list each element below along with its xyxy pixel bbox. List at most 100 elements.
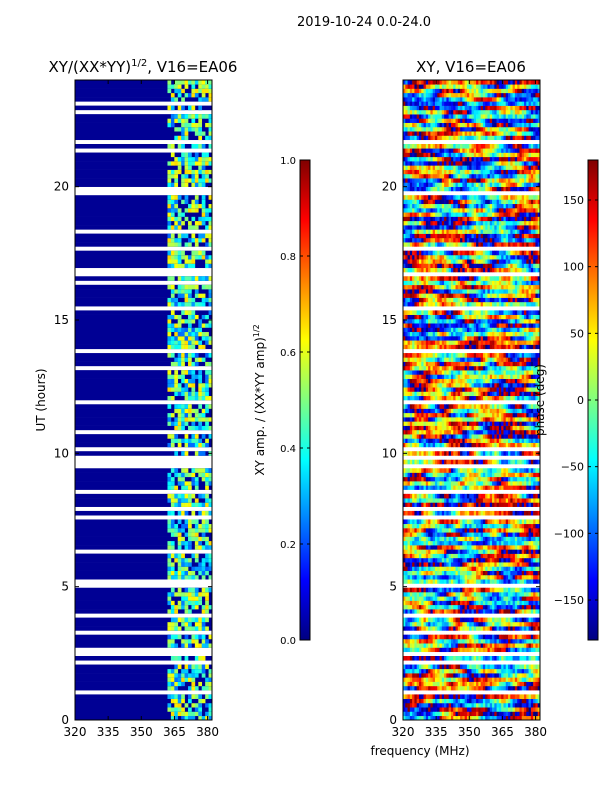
amplitude-cell	[177, 634, 182, 640]
phase-cell	[446, 536, 449, 542]
phase-cell	[517, 702, 520, 708]
phase-cell	[533, 604, 536, 610]
amplitude-cell	[170, 297, 175, 303]
phase-cell	[412, 600, 415, 606]
phase-cell	[446, 472, 449, 478]
phase-cell	[496, 574, 500, 580]
phase-cell	[478, 412, 481, 418]
phase-cell	[485, 570, 488, 576]
phase-cell	[521, 408, 525, 414]
phase-cell	[530, 596, 534, 601]
phase-cell	[455, 570, 459, 576]
phase-cell	[416, 429, 420, 435]
amplitude-cell	[177, 574, 182, 580]
phase-cell	[421, 408, 424, 414]
amplitude-cell	[174, 118, 179, 123]
amplitude-cell	[177, 216, 182, 222]
phase-cell	[414, 617, 417, 623]
phase-cell	[510, 664, 513, 670]
amplitude-cell	[184, 301, 189, 307]
phase-cell	[521, 707, 525, 712]
phase-cell	[460, 429, 463, 435]
phase-cell	[412, 502, 415, 507]
phase-cell	[501, 604, 504, 610]
x-tick-label: 365	[163, 725, 186, 739]
phase-cell	[478, 481, 481, 486]
phase-cell	[530, 600, 534, 606]
amplitude-cell	[198, 468, 203, 473]
phase-cell	[407, 476, 411, 482]
phase-cell	[446, 621, 449, 627]
amplitude-row	[75, 472, 212, 478]
x-tick-label: 380	[196, 725, 219, 739]
phase-cell	[421, 664, 424, 670]
phase-cell	[446, 510, 449, 516]
phase-cell	[453, 702, 456, 708]
phase-cell	[432, 412, 436, 418]
phase-cell	[466, 715, 470, 721]
amplitude-row	[75, 664, 212, 670]
amplitude-cell	[177, 161, 182, 166]
amplitude-cell	[184, 570, 189, 576]
phase-cell	[478, 711, 481, 717]
phase-cell	[535, 493, 539, 499]
amplitude-cell	[170, 378, 175, 384]
phase-cell	[412, 604, 415, 610]
phase-cell	[501, 587, 504, 593]
phase-cell	[428, 442, 431, 448]
phase-cell	[439, 702, 443, 708]
amplitude-cell	[201, 276, 206, 281]
amplitude-cell	[201, 182, 206, 187]
phase-cell	[421, 536, 424, 542]
phase-cell	[466, 600, 470, 606]
phase-cell	[537, 532, 541, 537]
amplitude-cell	[208, 169, 213, 175]
amplitude-cell	[167, 203, 172, 209]
phase-cell	[496, 493, 500, 499]
phase-cell	[478, 528, 481, 533]
amplitude-row	[75, 523, 212, 529]
phase-cell	[537, 570, 541, 576]
amplitude-cell	[184, 395, 189, 401]
amplitude-cell	[191, 510, 196, 516]
amplitude-cell	[194, 481, 199, 486]
phase-cell	[471, 694, 475, 699]
phase-cell	[453, 510, 456, 516]
phase-cell	[494, 519, 497, 525]
amplitude-cell	[191, 301, 196, 307]
amplitude-cell	[188, 711, 192, 717]
phase-cell	[464, 707, 468, 712]
amplitude-cell	[181, 301, 185, 307]
phase-cell	[510, 528, 513, 533]
phase-cell	[437, 562, 440, 567]
phase-cell	[498, 566, 502, 571]
phase-cell	[430, 510, 433, 516]
phase-cell	[510, 673, 513, 678]
phase-cell	[448, 429, 452, 435]
amplitude-cell	[188, 536, 192, 542]
phase-cell	[455, 609, 459, 614]
amplitude-cell	[201, 442, 206, 448]
phase-cell	[485, 656, 488, 661]
phase-cell	[514, 425, 518, 431]
phase-cell	[414, 502, 417, 507]
phase-cell	[421, 570, 424, 576]
phase-cell	[528, 519, 532, 525]
phase-cell	[409, 570, 413, 576]
phase-cell	[501, 557, 504, 563]
phase-cell	[428, 694, 431, 699]
phase-cell	[489, 442, 493, 448]
phase-cell	[450, 519, 454, 525]
phase-cell	[430, 592, 433, 597]
phase-cell	[503, 600, 507, 606]
phase-cell	[464, 715, 468, 721]
phase-cell	[439, 668, 443, 674]
phase-cell	[482, 643, 486, 648]
phase-cell	[405, 485, 408, 490]
phase-cell	[450, 566, 454, 571]
amplitude-cell	[188, 562, 192, 567]
phase-cell	[492, 570, 495, 576]
phase-cell	[407, 562, 411, 567]
phase-cell	[533, 698, 536, 704]
phase-cell	[480, 412, 484, 418]
